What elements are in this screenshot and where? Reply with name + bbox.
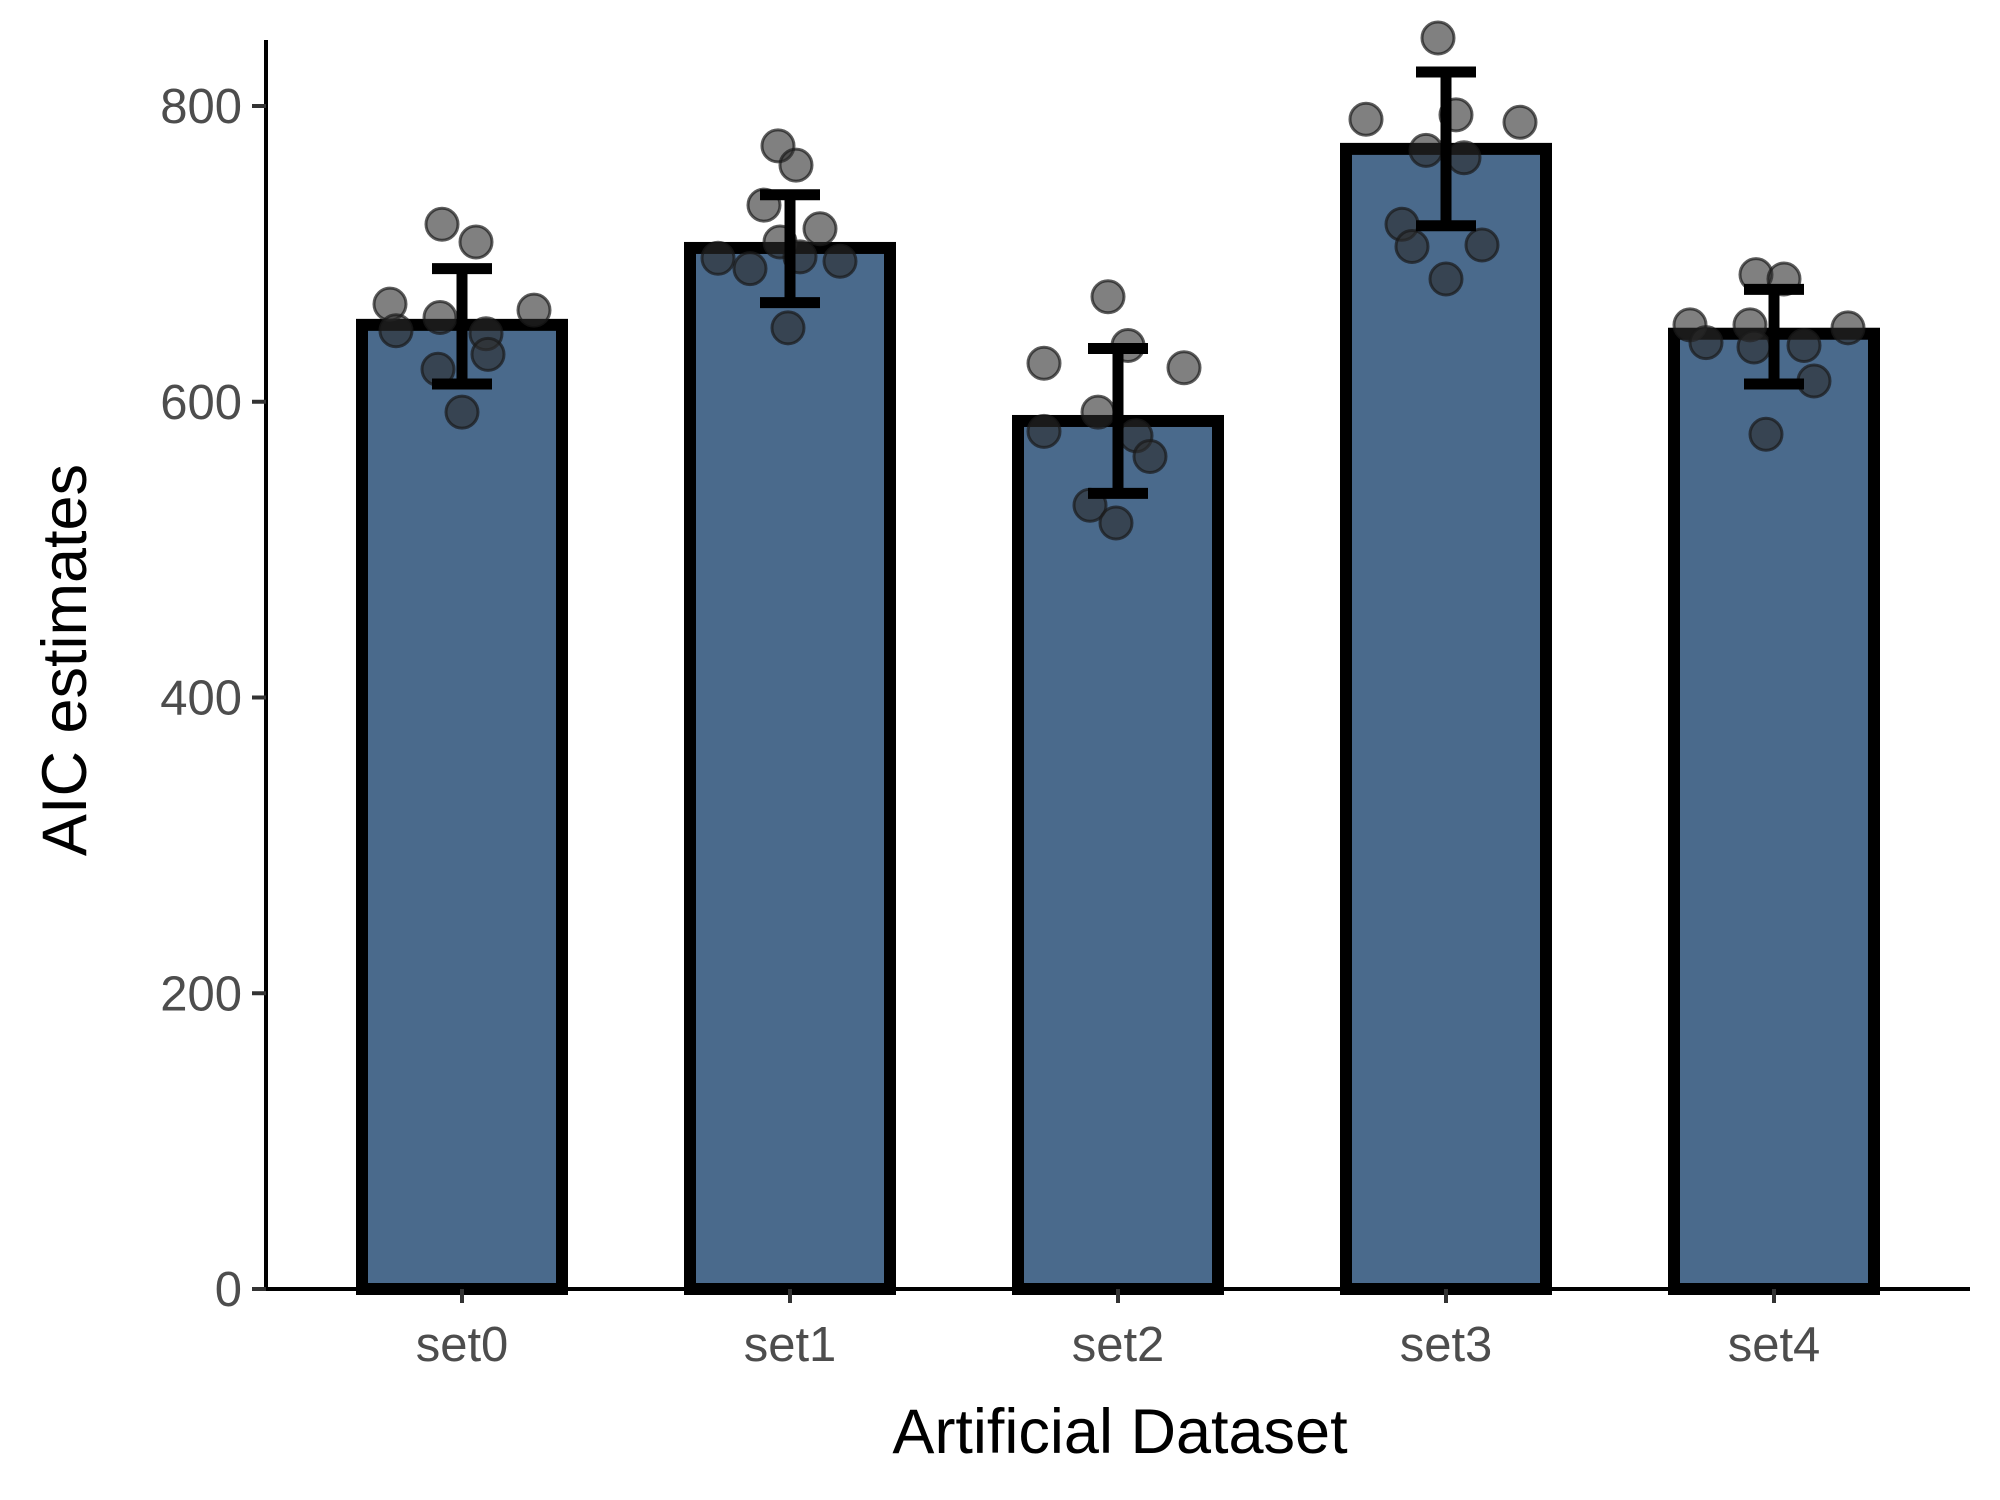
- data-point: [424, 206, 460, 242]
- data-point: [444, 394, 480, 430]
- data-point: [700, 240, 736, 276]
- data-point: [1748, 416, 1784, 452]
- data-point: [1080, 394, 1116, 430]
- data-point: [1394, 228, 1430, 264]
- y-axis-title: AIC estimates: [30, 464, 100, 856]
- data-point: [1736, 329, 1772, 365]
- x-tick-label-set0: set0: [416, 1318, 509, 1372]
- data-point: [1446, 140, 1482, 176]
- data-point: [516, 292, 552, 328]
- data-point: [470, 336, 506, 372]
- bars-layer: [356, 142, 1880, 1296]
- data-point: [1408, 132, 1444, 168]
- error-bar-set4: [1744, 283, 1804, 390]
- data-point: [378, 313, 414, 349]
- y-tick-label: 800: [160, 80, 242, 134]
- y-tick-label: 0: [215, 1263, 242, 1317]
- data-point: [1026, 345, 1062, 381]
- data-point: [1428, 261, 1464, 297]
- y-tick-label: 400: [160, 672, 242, 726]
- data-point: [778, 147, 814, 183]
- data-point: [1348, 101, 1384, 137]
- x-tick-label-set1: set1: [744, 1318, 837, 1372]
- data-point: [1090, 279, 1126, 315]
- data-point: [1420, 20, 1456, 56]
- data-point: [822, 243, 858, 279]
- bar-set4: [1668, 327, 1880, 1296]
- y-tick-label: 600: [160, 376, 242, 430]
- axes-layer: 0 200 400 600 800 set0 set1 set2 set3 set4: [160, 40, 1970, 1372]
- bar-set3: [1340, 142, 1552, 1295]
- data-point: [422, 299, 458, 335]
- error-bar-set2: [1088, 343, 1148, 499]
- data-point: [458, 224, 494, 260]
- data-point: [1464, 227, 1500, 263]
- data-point: [1786, 328, 1822, 364]
- x-tick-label-set4: set4: [1728, 1318, 1821, 1372]
- data-point: [1098, 505, 1134, 541]
- x-tick-label-set2: set2: [1072, 1318, 1165, 1372]
- data-point: [770, 310, 806, 346]
- bar-set0: [356, 318, 568, 1296]
- data-point: [1026, 413, 1062, 449]
- error-bar-set3: [1416, 66, 1476, 232]
- data-point: [732, 251, 768, 287]
- x-axis-title: Artificial Dataset: [892, 1397, 1348, 1467]
- bar-set2: [1012, 414, 1224, 1295]
- data-point: [802, 211, 838, 247]
- data-point: [1830, 310, 1866, 346]
- data-point: [1166, 350, 1202, 386]
- bar-set1: [684, 241, 896, 1296]
- data-point: [1132, 438, 1168, 474]
- data-point: [1688, 325, 1724, 361]
- points-layer: [372, 20, 1866, 541]
- error-bars-layer: [432, 66, 1804, 499]
- y-tick-label: 200: [160, 967, 242, 1021]
- x-tick-label-set3: set3: [1400, 1318, 1493, 1372]
- data-point: [1502, 104, 1538, 140]
- error-bar-set0: [432, 263, 492, 390]
- error-bar-set1: [760, 189, 820, 309]
